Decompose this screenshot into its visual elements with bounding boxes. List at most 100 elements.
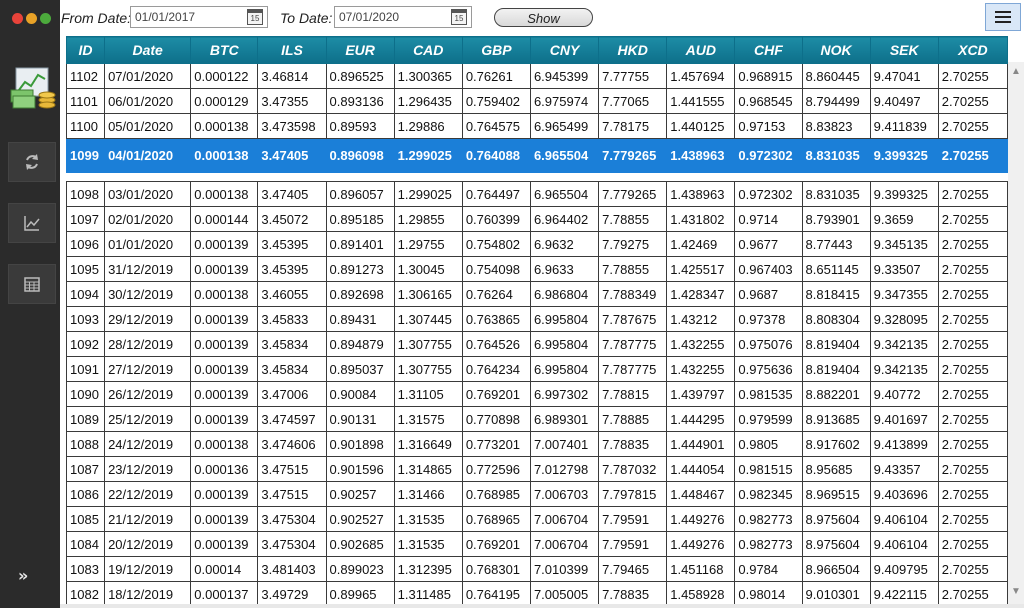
cell-chf[interactable]: 0.97378 (734, 306, 803, 332)
cell-aud[interactable]: 1.451168 (666, 556, 736, 582)
cell-id[interactable]: 1093 (66, 306, 106, 332)
cell-ils[interactable]: 3.47006 (257, 381, 327, 407)
cell-eur[interactable]: 0.90084 (325, 381, 395, 407)
cell-cad[interactable]: 1.307445 (393, 306, 463, 332)
cell-gbp[interactable]: 0.76264 (461, 281, 531, 307)
cell-xcd[interactable]: 2.70255 (937, 506, 1008, 532)
cell-ils[interactable]: 3.45833 (257, 306, 327, 332)
column-header-chf[interactable]: CHF (734, 36, 803, 64)
cell-aud[interactable]: 1.432255 (666, 356, 736, 382)
cell-xcd[interactable]: 2.70255 (937, 581, 1008, 604)
cell-ils[interactable]: 3.481403 (257, 556, 327, 582)
cell-hkd[interactable]: 7.78175 (598, 113, 668, 139)
table-row[interactable]: 1093 29/12/2019 0.000139 3.45833 0.89431 1.30… (66, 306, 1008, 332)
cell-hkd[interactable]: 7.787775 (598, 331, 668, 357)
cell-sek[interactable]: 9.399325 (869, 181, 939, 207)
cell-sek[interactable]: 9.47041 (869, 63, 939, 89)
cell-cny[interactable]: 6.986804 (529, 281, 600, 307)
cell-chf[interactable]: 0.98014 (734, 581, 803, 604)
cell-btc[interactable]: 0.000138 (190, 181, 259, 207)
column-header-nok[interactable]: NOK (801, 36, 871, 64)
cell-date[interactable]: 24/12/2019 (104, 431, 192, 457)
table-row[interactable]: 1095 31/12/2019 0.000139 3.45395 0.891273 1.3… (66, 256, 1008, 282)
table-row[interactable]: 1099 04/01/2020 0.000138 3.47405 0.896098 1.2… (66, 138, 1008, 173)
cell-date[interactable]: 30/12/2019 (104, 281, 192, 307)
cell-date[interactable]: 21/12/2019 (104, 506, 192, 532)
cell-id[interactable]: 1100 (66, 113, 106, 139)
cell-aud[interactable]: 1.438963 (666, 181, 736, 207)
cell-nok[interactable]: 8.969515 (801, 481, 871, 507)
cell-btc[interactable]: 0.000138 (190, 138, 259, 173)
cell-cny[interactable]: 6.995804 (529, 306, 600, 332)
cell-gbp[interactable]: 0.768301 (461, 556, 531, 582)
cell-btc[interactable]: 0.000138 (190, 113, 259, 139)
cell-hkd[interactable]: 7.77755 (598, 63, 668, 89)
table-row[interactable]: 1082 18/12/2019 0.000137 3.49729 0.89965 1.31… (66, 581, 1008, 604)
cell-eur[interactable]: 0.901898 (325, 431, 395, 457)
cell-gbp[interactable]: 0.764234 (461, 356, 531, 382)
column-header-ils[interactable]: ILS (257, 36, 327, 64)
cell-ils[interactable]: 3.474606 (257, 431, 327, 457)
cell-nok[interactable]: 8.818415 (801, 281, 871, 307)
cell-gbp[interactable]: 0.764526 (461, 331, 531, 357)
vertical-scrollbar[interactable]: ▲ ▼ (1008, 62, 1024, 604)
table-row[interactable]: 1097 02/01/2020 0.000144 3.45072 0.895185 1.2… (66, 206, 1008, 232)
cell-cad[interactable]: 1.29755 (393, 231, 463, 257)
cell-cny[interactable]: 6.964402 (529, 206, 600, 232)
cell-btc[interactable]: 0.000139 (190, 306, 259, 332)
table-row[interactable]: 1088 24/12/2019 0.000138 3.474606 0.901898 1.… (66, 431, 1008, 457)
cell-sek[interactable]: 9.403696 (869, 481, 939, 507)
cell-id[interactable]: 1097 (66, 206, 106, 232)
cell-ils[interactable]: 3.475304 (257, 531, 327, 557)
cell-sek[interactable]: 9.342135 (869, 331, 939, 357)
cell-btc[interactable]: 0.000139 (190, 406, 259, 432)
cell-id[interactable]: 1094 (66, 281, 106, 307)
cell-ils[interactable]: 3.45395 (257, 256, 327, 282)
cell-date[interactable]: 29/12/2019 (104, 306, 192, 332)
cell-aud[interactable]: 1.431802 (666, 206, 736, 232)
cell-aud[interactable]: 1.458928 (666, 581, 736, 604)
cell-btc[interactable]: 0.000139 (190, 531, 259, 557)
cell-gbp[interactable]: 0.764088 (461, 138, 531, 173)
cell-date[interactable]: 07/01/2020 (104, 63, 192, 89)
cell-gbp[interactable]: 0.76261 (461, 63, 531, 89)
cell-eur[interactable]: 0.902685 (325, 531, 395, 557)
cell-hkd[interactable]: 7.787675 (598, 306, 668, 332)
cell-chf[interactable]: 0.981515 (734, 456, 803, 482)
cell-chf[interactable]: 0.9714 (734, 206, 803, 232)
cell-id[interactable]: 1082 (66, 581, 106, 604)
cell-btc[interactable]: 0.000129 (190, 88, 259, 114)
cell-cad[interactable]: 1.31105 (393, 381, 463, 407)
cell-hkd[interactable]: 7.78835 (598, 431, 668, 457)
cell-xcd[interactable]: 2.70255 (937, 138, 1008, 173)
cell-ils[interactable]: 3.47355 (257, 88, 327, 114)
cell-sek[interactable]: 9.345135 (869, 231, 939, 257)
cell-cad[interactable]: 1.300365 (393, 63, 463, 89)
cell-chf[interactable]: 0.9784 (734, 556, 803, 582)
column-header-cny[interactable]: CNY (529, 36, 600, 64)
cell-date[interactable]: 05/01/2020 (104, 113, 192, 139)
cell-chf[interactable]: 0.97153 (734, 113, 803, 139)
cell-ils[interactable]: 3.45395 (257, 231, 327, 257)
cell-date[interactable]: 20/12/2019 (104, 531, 192, 557)
cell-id[interactable]: 1095 (66, 256, 106, 282)
cell-xcd[interactable]: 2.70255 (937, 181, 1008, 207)
column-header-cad[interactable]: CAD (393, 36, 463, 64)
cell-btc[interactable]: 0.000139 (190, 331, 259, 357)
cell-btc[interactable]: 0.000122 (190, 63, 259, 89)
cell-eur[interactable]: 0.899023 (325, 556, 395, 582)
cell-cad[interactable]: 1.29886 (393, 113, 463, 139)
cell-aud[interactable]: 1.444295 (666, 406, 736, 432)
cell-xcd[interactable]: 2.70255 (937, 406, 1008, 432)
table-row[interactable]: 1091 27/12/2019 0.000139 3.45834 0.895037 1.3… (66, 356, 1008, 382)
cell-aud[interactable]: 1.440125 (666, 113, 736, 139)
cell-cny[interactable]: 6.965504 (529, 181, 600, 207)
column-header-eur[interactable]: EUR (325, 36, 395, 64)
table-row[interactable]: 1102 07/01/2020 0.000122 3.46814 0.896525 1.3… (66, 63, 1008, 89)
column-header-id[interactable]: ID (66, 36, 106, 64)
cell-sek[interactable]: 9.409795 (869, 556, 939, 582)
cell-nok[interactable]: 8.913685 (801, 406, 871, 432)
cell-nok[interactable]: 8.819404 (801, 356, 871, 382)
cell-gbp[interactable]: 0.764497 (461, 181, 531, 207)
cell-cad[interactable]: 1.296435 (393, 88, 463, 114)
